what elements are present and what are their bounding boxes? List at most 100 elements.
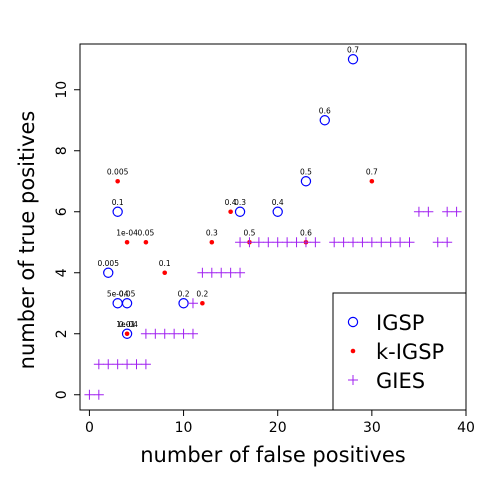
y-axis-title: number of true positives — [15, 111, 39, 370]
kigsp-point — [143, 239, 149, 245]
gies-point — [235, 267, 246, 278]
gies-point — [93, 389, 104, 400]
point-label: 0.01 — [119, 320, 136, 329]
x-tick-label: 20 — [269, 420, 287, 436]
gies-point — [291, 237, 302, 248]
point-label: 0.005 — [98, 259, 120, 268]
kigsp-point — [124, 331, 130, 337]
gies-point — [84, 389, 95, 400]
kigsp-point — [209, 239, 215, 245]
y-tick-label: 4 — [54, 268, 70, 277]
igsp-point — [112, 298, 123, 309]
point-label: 5e-04 — [107, 289, 129, 298]
gies-point — [366, 237, 377, 248]
point-label: 0.3 — [206, 228, 218, 237]
gies-point — [159, 328, 170, 339]
gies-point — [404, 237, 415, 248]
kigsp-point — [369, 178, 375, 184]
point-label: 0.7 — [347, 45, 359, 54]
gies-point — [442, 206, 453, 217]
gies-point — [197, 267, 208, 278]
igsp-point — [347, 316, 359, 328]
point-label: 1e-04 — [116, 228, 138, 237]
point-label: 0.5 — [300, 167, 312, 176]
y-axis: 0 2 4 6 8 10 — [54, 81, 80, 399]
point-label: 0.5 — [243, 228, 255, 237]
gies-point — [413, 206, 424, 217]
gies-point — [253, 237, 264, 248]
point-label: 0.3 — [234, 198, 246, 207]
gies-point — [103, 359, 114, 370]
point-label: 0.05 — [119, 289, 136, 298]
kigsp-point — [200, 300, 205, 306]
point-label: 0.4 — [225, 198, 237, 207]
legend-label: k-IGSP — [376, 340, 444, 364]
point-label: 0.4 — [272, 198, 284, 207]
igsp-point — [103, 267, 114, 278]
kigsp-point — [124, 239, 130, 245]
point-label: 0.005 — [107, 167, 129, 176]
igsp-point — [300, 176, 312, 187]
igsp-point — [112, 206, 123, 217]
igsp-point — [178, 298, 189, 309]
gies-point — [131, 359, 142, 370]
gies-point — [140, 359, 151, 370]
kigsp-point — [350, 348, 356, 354]
x-tick-label: 30 — [363, 420, 381, 436]
kigsp-point — [228, 209, 233, 215]
point-label: 0.6 — [319, 106, 331, 115]
x-axis-title: number of false positives — [140, 443, 406, 467]
gies-point — [348, 237, 359, 248]
gies-point — [310, 237, 321, 248]
x-tick-label: 10 — [175, 420, 193, 436]
kigsp-point — [115, 178, 120, 184]
gies-point — [112, 359, 123, 370]
data-points — [84, 54, 462, 400]
point-label: 1e-04 — [116, 320, 138, 329]
gies-point — [122, 359, 133, 370]
gies-point — [329, 237, 340, 248]
gies-point — [235, 237, 246, 248]
point-label: 0.7 — [366, 167, 378, 176]
gies-point — [187, 328, 198, 339]
gies-point — [178, 328, 189, 339]
y-tick-label: 8 — [54, 146, 70, 155]
gies-point — [376, 237, 387, 248]
gies-point — [169, 328, 180, 339]
igsp-point — [319, 115, 330, 126]
kigsp-point — [162, 270, 168, 276]
gies-point — [206, 267, 217, 278]
y-tick-label: 2 — [54, 329, 70, 338]
igsp-point — [347, 54, 359, 65]
x-axis: 0 10 20 30 40 — [85, 410, 475, 436]
gies-point — [357, 237, 368, 248]
gies-point — [432, 237, 443, 248]
igsp-point — [121, 298, 133, 309]
point-label: 0.2 — [178, 289, 190, 298]
x-tick-label: 40 — [457, 420, 475, 436]
igsp-point — [121, 328, 133, 339]
x-tick-label: 0 — [85, 420, 94, 436]
y-tick-label: 10 — [54, 81, 70, 99]
point-label: 0.1 — [112, 198, 124, 207]
igsp-point — [272, 206, 283, 217]
igsp-point — [234, 206, 246, 217]
gies-point — [282, 237, 293, 248]
gies-point — [140, 328, 151, 339]
gies-point — [225, 267, 236, 278]
gies-point — [244, 237, 255, 248]
gies-point — [451, 206, 462, 217]
gies-point — [395, 237, 406, 248]
gies-point — [442, 237, 453, 248]
gies-point — [423, 206, 434, 217]
legend-label: IGSP — [376, 311, 424, 335]
gies-point — [385, 237, 396, 248]
y-tick-label: 6 — [54, 207, 70, 216]
point-label: 0.6 — [300, 228, 312, 237]
gies-point — [150, 328, 161, 339]
legend-label: GIES — [376, 369, 425, 393]
y-tick-label: 0 — [54, 390, 70, 399]
